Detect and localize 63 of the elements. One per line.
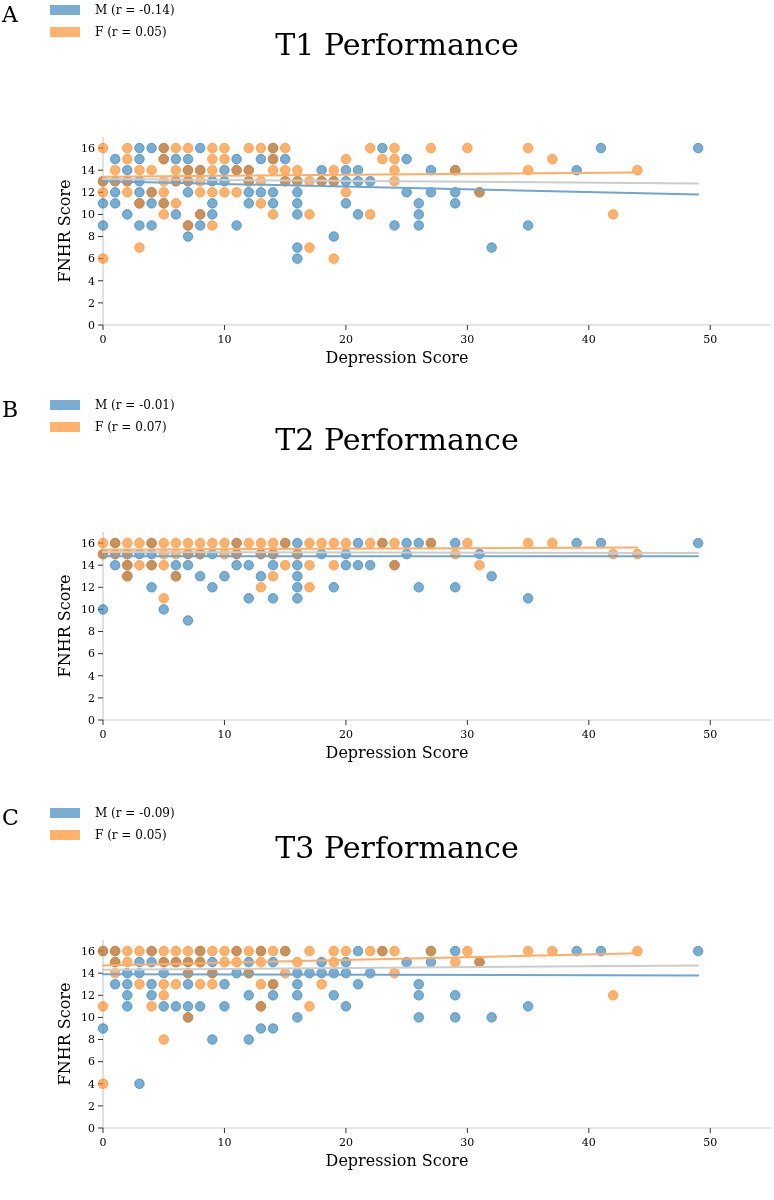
y-tick-label: 6 <box>88 647 95 661</box>
x-tick-label: 10 <box>217 1136 232 1149</box>
x-tick-label: 40 <box>581 1136 596 1149</box>
y-tick-label: 4 <box>88 274 95 288</box>
text: C <box>2 805 19 830</box>
y-tick-label: 14 <box>81 559 95 573</box>
y-tick-label: 12 <box>81 989 95 1003</box>
y-axis-title: FNHR Score <box>55 179 74 283</box>
y-tick-label: 0 <box>88 1121 95 1135</box>
y-tick-label: 16 <box>81 536 95 550</box>
y-tick-label: 8 <box>88 625 95 639</box>
x-tick-label: 0 <box>99 1136 107 1149</box>
x-tick-label: 10 <box>217 333 232 346</box>
legend-label: M (r = -0.14) <box>95 3 175 18</box>
x-axis-title: Depression Score <box>325 1151 469 1170</box>
y-axis-title: FNHR Score <box>55 574 74 678</box>
y-tick-label: 16 <box>81 141 95 155</box>
y-tick-label: 8 <box>88 230 95 244</box>
y-tick-label: 16 <box>81 944 95 958</box>
text: B <box>2 397 19 422</box>
y-tick-label: 6 <box>88 252 95 266</box>
x-tick-label: 50 <box>703 333 718 346</box>
y-tick-label: 10 <box>81 208 95 222</box>
chart-title: T1 Performance <box>275 27 519 62</box>
x-tick-label: 10 <box>217 728 232 741</box>
y-tick-label: 2 <box>88 691 95 705</box>
y-tick-label: 10 <box>81 603 95 617</box>
y-tick-label: 6 <box>88 1055 95 1069</box>
x-tick-label: 20 <box>338 728 353 741</box>
x-tick-label: 40 <box>581 728 596 741</box>
x-tick-label: 40 <box>581 333 596 346</box>
x-tick-label: 20 <box>338 1136 353 1149</box>
x-tick-label: 30 <box>460 333 475 346</box>
x-axis-title: Depression Score <box>325 743 469 762</box>
x-tick-label: 30 <box>460 1136 475 1149</box>
y-tick-label: 4 <box>88 1077 95 1091</box>
legend-label: F (r = 0.05) <box>95 828 167 843</box>
x-tick-label: 50 <box>703 728 718 741</box>
x-axis-title: Depression Score <box>325 348 469 367</box>
y-tick-label: 8 <box>88 1033 95 1047</box>
y-tick-label: 2 <box>88 1099 95 1113</box>
legend-label: M (r = -0.01) <box>95 398 175 413</box>
y-tick-label: 12 <box>81 581 95 595</box>
y-axis-title: FNHR Score <box>55 982 74 1086</box>
y-tick-label: 0 <box>88 713 95 727</box>
y-tick-label: 0 <box>88 318 95 332</box>
legend-label: F (r = 0.05) <box>95 25 167 40</box>
text: A <box>1 2 19 27</box>
legend-label: M (r = -0.09) <box>95 806 175 821</box>
y-tick-label: 4 <box>88 669 95 683</box>
chart-title: T2 Performance <box>275 422 519 457</box>
x-tick-label: 0 <box>99 728 107 741</box>
x-tick-label: 0 <box>99 333 107 346</box>
chart-title: T3 Performance <box>275 830 519 865</box>
x-tick-label: 50 <box>703 1136 718 1149</box>
y-tick-label: 2 <box>88 296 95 310</box>
y-tick-label: 14 <box>81 967 95 981</box>
y-tick-label: 14 <box>81 164 95 178</box>
legend-label: F (r = 0.07) <box>95 420 167 435</box>
x-tick-label: 30 <box>460 728 475 741</box>
x-tick-label: 20 <box>338 333 353 346</box>
y-tick-label: 12 <box>81 186 95 200</box>
y-tick-label: 10 <box>81 1011 95 1025</box>
